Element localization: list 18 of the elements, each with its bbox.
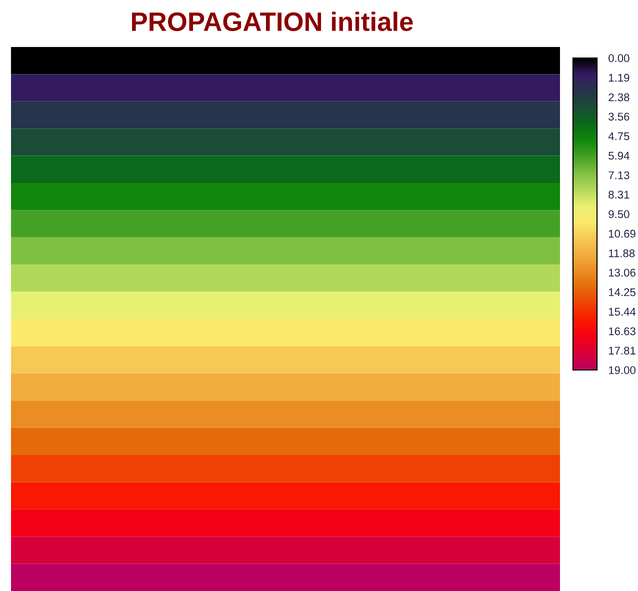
color-bar-label: 13.06 bbox=[608, 268, 636, 277]
color-bar-label: 16.63 bbox=[608, 327, 636, 336]
color-bar-label: 14.25 bbox=[608, 288, 636, 296]
color-bar-label: 2.38 bbox=[608, 93, 630, 102]
color-bar-label: 0.00 bbox=[608, 54, 630, 62]
color-bar-label: 3.56 bbox=[608, 112, 630, 121]
color-bar-label: 19.00 bbox=[608, 366, 636, 374]
color-bar-label: 8.31 bbox=[608, 190, 630, 199]
color-bar-label: 11.88 bbox=[608, 249, 635, 258]
color-bar-label: 7.13 bbox=[608, 171, 630, 180]
color-bar-label: 1.19 bbox=[608, 74, 630, 82]
color-bar-label: 5.94 bbox=[608, 152, 630, 160]
color-bar-label: 17.81 bbox=[608, 346, 636, 355]
color-bar-label: 15.44 bbox=[608, 308, 636, 316]
color-bar-label: 9.50 bbox=[608, 210, 630, 218]
color-bar-label: 10.69 bbox=[608, 230, 636, 238]
color-bar-label: 4.75 bbox=[608, 132, 630, 140]
chart-title: PROPAGATION initiale bbox=[132, 12, 413, 32]
